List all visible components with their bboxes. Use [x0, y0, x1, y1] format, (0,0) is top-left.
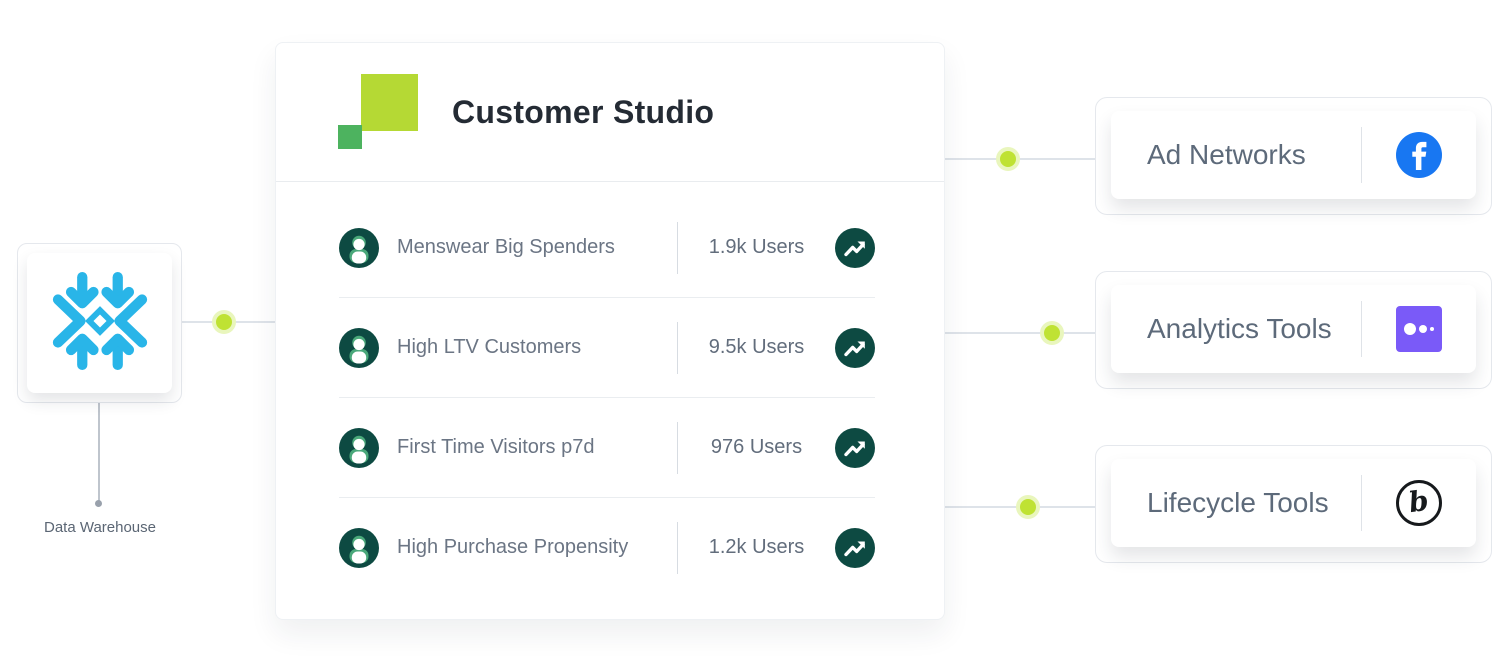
segment-users-count: 976 Users	[710, 436, 803, 458]
customer-studio-title: Customer Studio	[452, 93, 715, 130]
flow-dot	[212, 310, 236, 334]
facebook-icon	[1362, 132, 1476, 178]
audience-users-icon	[339, 427, 379, 468]
customer-studio-header: Customer Studio	[276, 43, 944, 181]
segment-users-count: 9.5k Users	[708, 336, 805, 358]
audience-users-icon	[339, 227, 379, 268]
segment-row: First Time Visitors p7d 976 Users	[339, 398, 875, 498]
trending-up-icon	[835, 527, 875, 568]
segment-row: High LTV Customers 9.5k Users	[339, 298, 875, 398]
data-warehouse-card	[17, 243, 182, 403]
connector-source-to-label	[98, 403, 100, 503]
audience-users-icon	[339, 327, 379, 368]
trending-up-icon	[835, 327, 875, 368]
segment-name: High LTV Customers	[397, 336, 582, 358]
segment-divider	[677, 221, 678, 274]
header-divider	[276, 181, 944, 182]
trending-up-icon	[835, 227, 875, 268]
segment-list: Menswear Big Spenders 1.9k Users	[276, 182, 944, 597]
lifecycle-tools-card-inner: Lifecycle Tools b	[1111, 459, 1476, 547]
audience-users-icon	[339, 527, 379, 568]
destination-label: Analytics Tools	[1147, 313, 1332, 344]
destination-label: Ad Networks	[1147, 139, 1306, 170]
braze-icon: b	[1362, 480, 1476, 526]
customer-studio-card: Customer Studio Menswear Big Spenders 1.…	[275, 42, 945, 620]
flow-dot	[1040, 321, 1064, 345]
segment-users-count: 1.9k Users	[708, 236, 805, 258]
destination-divider	[1361, 127, 1362, 183]
segment-name: High Purchase Propensity	[397, 536, 629, 558]
customer-studio-logo-icon	[338, 74, 421, 150]
destination-divider	[1361, 475, 1362, 531]
connector-hub-to-analytics	[945, 332, 1095, 334]
segment-row: High Purchase Propensity 1.2k Users	[339, 498, 875, 597]
segment-divider	[677, 321, 678, 374]
data-warehouse-card-inner	[27, 253, 172, 393]
logo-square-green	[338, 125, 362, 149]
segment-divider	[677, 421, 678, 474]
ad-networks-card: Ad Networks	[1095, 97, 1492, 215]
connector-end-dot	[95, 500, 102, 507]
flow-dot	[1016, 495, 1040, 519]
mixpanel-icon	[1362, 306, 1476, 352]
logo-square-lime	[361, 74, 418, 131]
snowflake-icon	[44, 265, 156, 382]
segment-name: Menswear Big Spenders	[397, 236, 615, 258]
analytics-tools-card: Analytics Tools	[1095, 271, 1492, 389]
analytics-tools-card-inner: Analytics Tools	[1111, 285, 1476, 373]
destination-label: Lifecycle Tools	[1147, 487, 1329, 518]
destination-divider	[1361, 301, 1362, 357]
segment-users-count: 1.2k Users	[708, 536, 805, 558]
flow-dot	[996, 147, 1020, 171]
segment-name: First Time Visitors p7d	[397, 436, 595, 458]
connector-hub-to-ad-networks	[945, 158, 1095, 160]
trending-up-icon	[835, 427, 875, 468]
segment-row: Menswear Big Spenders 1.9k Users	[339, 198, 875, 298]
lifecycle-tools-card: Lifecycle Tools b	[1095, 445, 1492, 563]
segment-divider	[677, 521, 678, 574]
ad-networks-card-inner: Ad Networks	[1111, 111, 1476, 199]
source-label: Data Warehouse	[43, 519, 156, 536]
